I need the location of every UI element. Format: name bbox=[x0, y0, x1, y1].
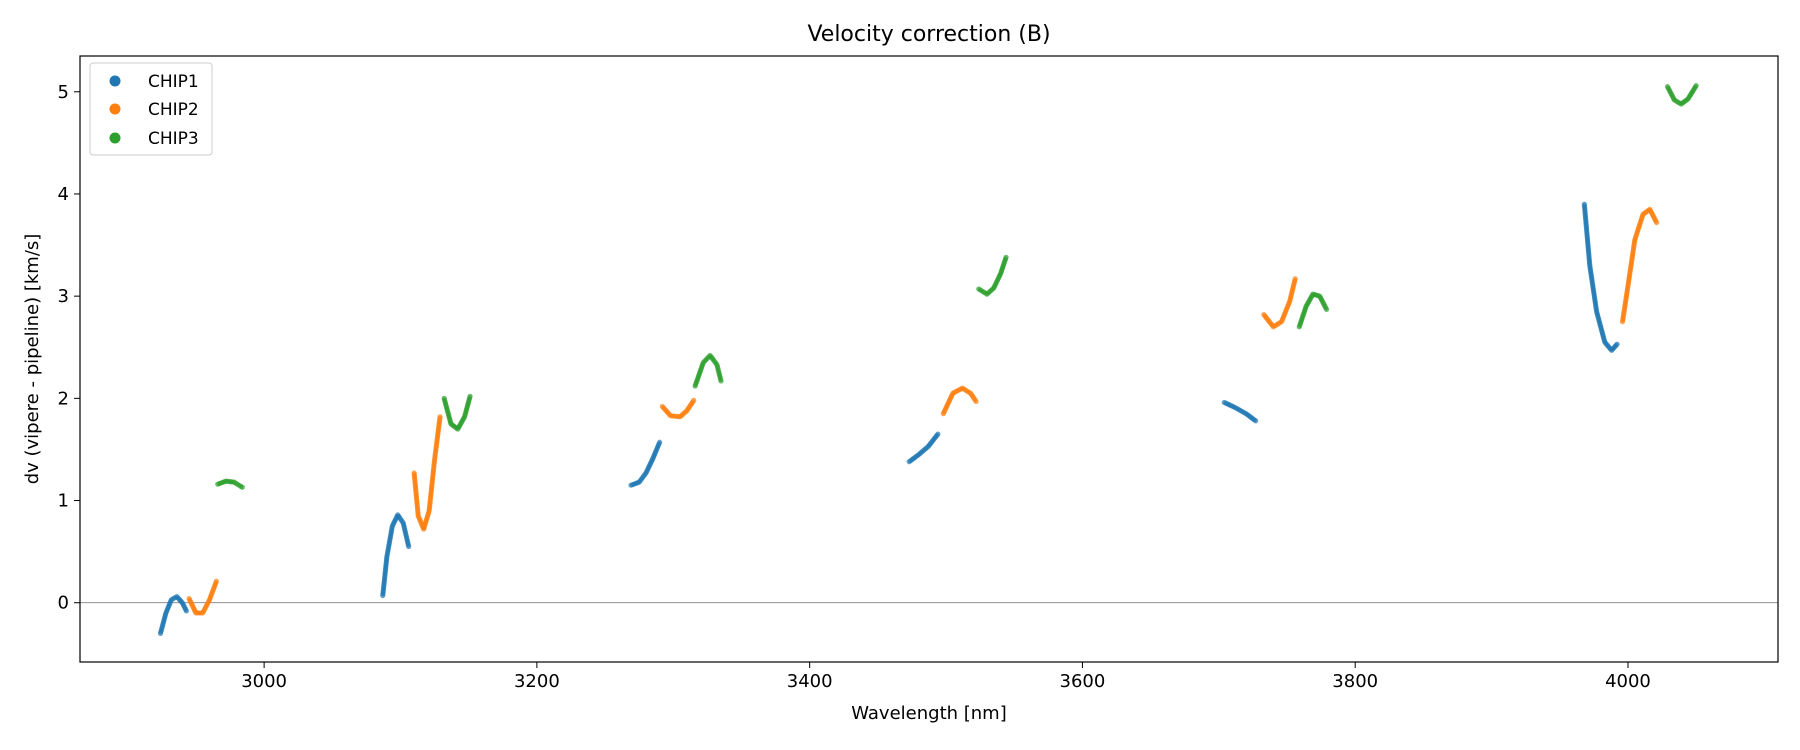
data-point bbox=[657, 439, 663, 445]
y-tick-label: 2 bbox=[58, 388, 69, 409]
x-tick-label: 3400 bbox=[787, 671, 833, 692]
legend: CHIP1 CHIP2 CHIP3 bbox=[89, 62, 213, 156]
series-chip3-segment-5 bbox=[1296, 291, 1330, 330]
series-chip1-segment-3 bbox=[628, 439, 663, 488]
data-point bbox=[691, 397, 697, 403]
x-tick-label: 3800 bbox=[1332, 671, 1378, 692]
data-points-layer bbox=[157, 83, 1699, 636]
data-point bbox=[1614, 341, 1620, 347]
y-tick-label: 0 bbox=[58, 593, 69, 614]
x-tick-label: 3000 bbox=[241, 671, 287, 692]
legend-marker-chip2 bbox=[109, 103, 121, 115]
data-point bbox=[183, 608, 189, 614]
data-point bbox=[437, 414, 443, 420]
series-chip3-segment-3 bbox=[692, 352, 724, 389]
series-chip2 bbox=[186, 206, 1660, 616]
chart-title: Velocity correction (B) bbox=[807, 22, 1050, 47]
data-point bbox=[1323, 306, 1330, 313]
x-tick-label: 3200 bbox=[514, 671, 560, 692]
series-chip2-segment-1 bbox=[186, 578, 219, 616]
data-point bbox=[1003, 254, 1009, 260]
data-point bbox=[973, 398, 979, 405]
x-axis-label: Wavelength [nm] bbox=[851, 703, 1007, 724]
x-tick-label: 3600 bbox=[1060, 671, 1106, 692]
series-chip1-segment-5 bbox=[1221, 399, 1259, 424]
data-point bbox=[1693, 83, 1699, 89]
series-chip1-segment-1 bbox=[157, 593, 189, 636]
data-point bbox=[1654, 219, 1660, 226]
series-chip1-segment-6 bbox=[1581, 201, 1620, 353]
plot-frame bbox=[79, 55, 1779, 663]
x-tick-label: 4000 bbox=[1605, 671, 1651, 692]
y-tick-label: 4 bbox=[58, 184, 69, 205]
legend-marker-chip1 bbox=[109, 75, 121, 87]
series-chip2-segment-3 bbox=[659, 397, 697, 420]
data-point bbox=[213, 578, 219, 584]
series-chip2-segment-2 bbox=[411, 414, 443, 532]
y-tick-label: 3 bbox=[58, 286, 69, 307]
data-point bbox=[467, 393, 473, 399]
y-axis-label: dv (vipere - pipeline) [km/s] bbox=[22, 234, 43, 485]
y-tick-label: 5 bbox=[58, 82, 69, 103]
series-chip3-segment-2 bbox=[441, 393, 473, 432]
legend-marker-chip3 bbox=[109, 132, 121, 144]
legend-label-chip1: CHIP1 bbox=[148, 72, 199, 92]
x-axis-ticks: 3000 3200 3400 3600 3800 4000 bbox=[241, 662, 1651, 692]
series-chip2-segment-6 bbox=[1619, 206, 1660, 325]
y-tick-label: 1 bbox=[58, 491, 69, 512]
series-chip3-segment-6 bbox=[1664, 83, 1699, 107]
data-point bbox=[1292, 276, 1298, 282]
legend-label-chip2: CHIP2 bbox=[148, 100, 199, 120]
series-chip3 bbox=[215, 83, 1699, 490]
data-point bbox=[1253, 418, 1259, 424]
data-point bbox=[406, 543, 412, 550]
series-chip3-segment-4 bbox=[976, 254, 1009, 297]
series-chip1-segment-4 bbox=[906, 431, 941, 465]
series-chip1 bbox=[157, 201, 1620, 636]
data-point bbox=[935, 431, 941, 437]
legend-box bbox=[89, 62, 213, 156]
series-chip3-segment-1 bbox=[215, 478, 245, 490]
series-chip2-segment-4 bbox=[940, 385, 979, 417]
series-chip2-segment-5 bbox=[1261, 276, 1298, 330]
data-point bbox=[718, 378, 724, 384]
y-axis-ticks: 0 1 2 3 4 5 bbox=[58, 82, 80, 614]
series-chip1-segment-2 bbox=[380, 512, 412, 599]
data-point bbox=[239, 484, 245, 490]
legend-label-chip3: CHIP3 bbox=[148, 129, 199, 149]
